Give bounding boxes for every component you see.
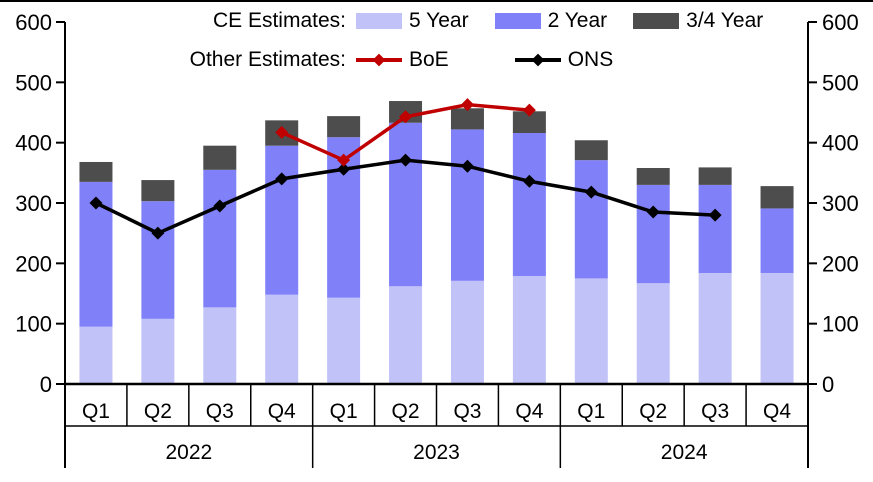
legend-item-ons: ONS xyxy=(514,48,614,72)
y-axis-label-right-200: 200 xyxy=(822,251,859,276)
bar-segment-3-4-year-9 xyxy=(636,168,670,185)
ons-marker-5 xyxy=(399,153,413,167)
ons-marker-10 xyxy=(708,208,722,222)
legend: CE Estimates: 5 Year 2 Year 3/4 Year Oth… xyxy=(150,8,764,73)
bar-segment-5-year-8 xyxy=(574,278,608,384)
y-axis-label-right-500: 500 xyxy=(822,70,859,95)
bar-segment-3-4-year-10 xyxy=(698,167,732,185)
bar-segment-5-year-1 xyxy=(141,318,175,384)
bar-segment-3-4-year-2 xyxy=(203,145,237,170)
bar-segment-2-year-5 xyxy=(389,122,423,287)
bar-segment-2-year-10 xyxy=(698,184,732,273)
bar-segment-5-year-6 xyxy=(450,280,484,384)
quarter-label-3: Q4 xyxy=(268,400,296,423)
bar-segment-5-year-3 xyxy=(265,294,299,384)
bar-segment-3-4-year-7 xyxy=(512,111,546,134)
quarter-label-0: Q1 xyxy=(82,400,110,423)
boe-marker-2 xyxy=(399,110,413,124)
bar-segment-2-year-2 xyxy=(203,169,237,308)
bar-segment-5-year-2 xyxy=(203,307,237,384)
boe-marker-0 xyxy=(275,125,289,139)
ons-marker-7 xyxy=(522,174,536,188)
bar-segment-3-4-year-0 xyxy=(79,161,113,182)
bar-segment-5-year-4 xyxy=(327,297,361,384)
bar-segment-3-4-year-8 xyxy=(574,140,608,161)
quarter-label-8: Q1 xyxy=(577,400,605,423)
legend-label-2-year: 2 Year xyxy=(547,9,608,32)
legend-item-5-year: 5 Year xyxy=(356,9,469,33)
bar-segment-3-4-year-11 xyxy=(760,186,794,209)
y-axis-label-left-500: 500 xyxy=(15,70,52,95)
y-axis-label-left-300: 300 xyxy=(15,191,52,216)
two-year-swatch-icon xyxy=(494,13,541,29)
quarter-label-2: Q3 xyxy=(206,400,234,423)
bar-segment-5-year-0 xyxy=(79,326,113,384)
ons-marker-2 xyxy=(213,199,227,213)
quarter-label-5: Q2 xyxy=(392,400,420,423)
ons-marker-1 xyxy=(151,226,165,240)
legend-label-ons: ONS xyxy=(567,48,614,71)
bar-segment-2-year-6 xyxy=(450,129,484,281)
bar-segment-5-year-9 xyxy=(636,283,670,384)
boe-marker-4 xyxy=(522,103,536,117)
year-label-2022: 2022 xyxy=(165,441,212,464)
bar-segment-2-year-8 xyxy=(574,160,608,279)
ons-marker-0 xyxy=(89,196,103,210)
bar-segment-2-year-7 xyxy=(512,133,546,277)
quarter-label-9: Q2 xyxy=(639,400,667,423)
y-axis-label-left-100: 100 xyxy=(15,312,52,337)
y-axis-label-right-400: 400 xyxy=(822,131,859,156)
ons-marker-9 xyxy=(646,205,660,219)
ons-marker-6 xyxy=(460,159,474,173)
quarter-label-6: Q3 xyxy=(453,400,481,423)
bar-segment-5-year-5 xyxy=(389,286,423,384)
bar-segment-2-year-1 xyxy=(141,201,175,319)
bar-segment-2-year-9 xyxy=(636,184,670,284)
quarter-label-4: Q1 xyxy=(330,400,358,423)
bar-segment-2-year-11 xyxy=(760,208,794,273)
y-axis-label-left-400: 400 xyxy=(15,131,52,156)
boe-marker-3 xyxy=(460,98,474,112)
y-axis-label-left-600: 600 xyxy=(15,10,52,35)
bar-segment-3-4-year-1 xyxy=(141,180,175,202)
quarter-label-1: Q2 xyxy=(144,400,172,423)
legend-label-5-year: 5 Year xyxy=(409,9,469,32)
quarter-label-11: Q4 xyxy=(763,400,791,423)
legend-label-boe: BoE xyxy=(409,48,449,71)
y-axis-label-right-0: 0 xyxy=(822,372,834,397)
y-axis-label-right-300: 300 xyxy=(822,191,859,216)
ons-marker-4 xyxy=(337,162,351,176)
bar-segment-5-year-7 xyxy=(512,276,546,384)
year-label-2024: 2024 xyxy=(661,441,708,464)
legend-title-ce: CE Estimates: xyxy=(212,9,346,32)
legend-row-ce: CE Estimates: 5 Year 2 Year 3/4 Year xyxy=(150,8,763,34)
bar-segment-3-4-year-4 xyxy=(327,116,361,138)
five-year-swatch-icon xyxy=(356,13,402,29)
y-axis-label-left-200: 200 xyxy=(15,251,52,276)
bar-segment-5-year-11 xyxy=(760,272,794,384)
quarter-label-10: Q3 xyxy=(701,400,729,423)
legend-item-34-year: 3/4 Year xyxy=(633,9,763,33)
legend-title-other: Other Estimates: xyxy=(189,48,346,71)
quarter-label-7: Q4 xyxy=(515,400,543,423)
boe-line-marker-icon xyxy=(356,58,402,62)
legend-item-boe: BoE xyxy=(356,48,449,72)
legend-row-other: Other Estimates: BoE ONS xyxy=(150,47,763,73)
boe-marker-1 xyxy=(337,153,351,167)
legend-label-34-year: 3/4 Year xyxy=(686,9,764,32)
three-quarter-year-swatch-icon xyxy=(633,13,680,29)
ons-line-marker-icon xyxy=(514,58,561,62)
bar-segment-3-4-year-6 xyxy=(450,108,484,130)
bar-segment-5-year-10 xyxy=(698,272,732,384)
legend-item-2-year: 2 Year xyxy=(494,9,608,33)
ons-marker-3 xyxy=(275,172,289,186)
ons-marker-8 xyxy=(584,185,598,199)
y-axis-label-left-0: 0 xyxy=(40,372,52,397)
year-label-2023: 2023 xyxy=(413,441,460,464)
y-axis-label-right-600: 600 xyxy=(822,10,859,35)
y-axis-label-right-100: 100 xyxy=(822,312,859,337)
bar-segment-2-year-3 xyxy=(265,145,299,295)
